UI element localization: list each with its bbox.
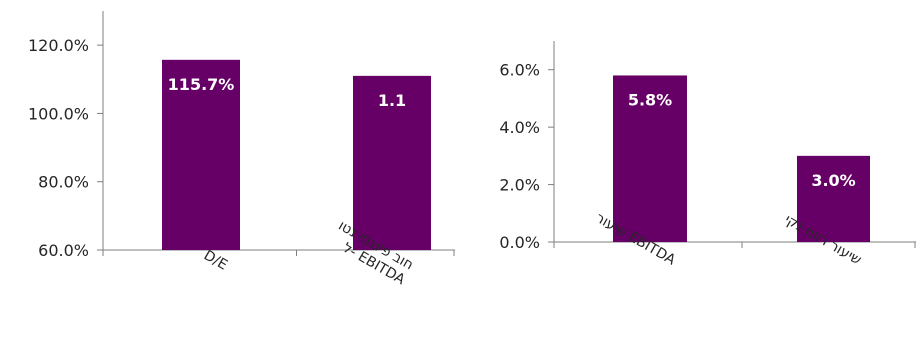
- bar-data-label: 1.1: [378, 91, 406, 110]
- y-tick-label: 100.0%: [28, 104, 89, 123]
- y-tick-label: 2.0%: [499, 176, 540, 195]
- y-tick-label: 6.0%: [499, 61, 540, 80]
- y-tick-label: 4.0%: [499, 118, 540, 137]
- bar: [613, 75, 687, 242]
- bar-data-label: 5.8%: [628, 90, 672, 109]
- bar: [353, 75, 431, 250]
- y-tick-label: 80.0%: [38, 173, 89, 192]
- y-tick-label: 0.0%: [499, 233, 540, 252]
- y-tick-label: 60.0%: [38, 241, 89, 260]
- category-label: D/E: [201, 247, 230, 273]
- bar-data-label: 115.7%: [168, 75, 235, 94]
- bar: [797, 155, 870, 242]
- y-tick-label: 120.0%: [28, 36, 89, 55]
- bar: [162, 59, 240, 251]
- bar-data-label: 3.0%: [811, 171, 855, 190]
- right-bar-chart: 0.0%2.0%4.0%6.0%5.8%שיעור EBITDA3.0%שיעו…: [499, 41, 916, 269]
